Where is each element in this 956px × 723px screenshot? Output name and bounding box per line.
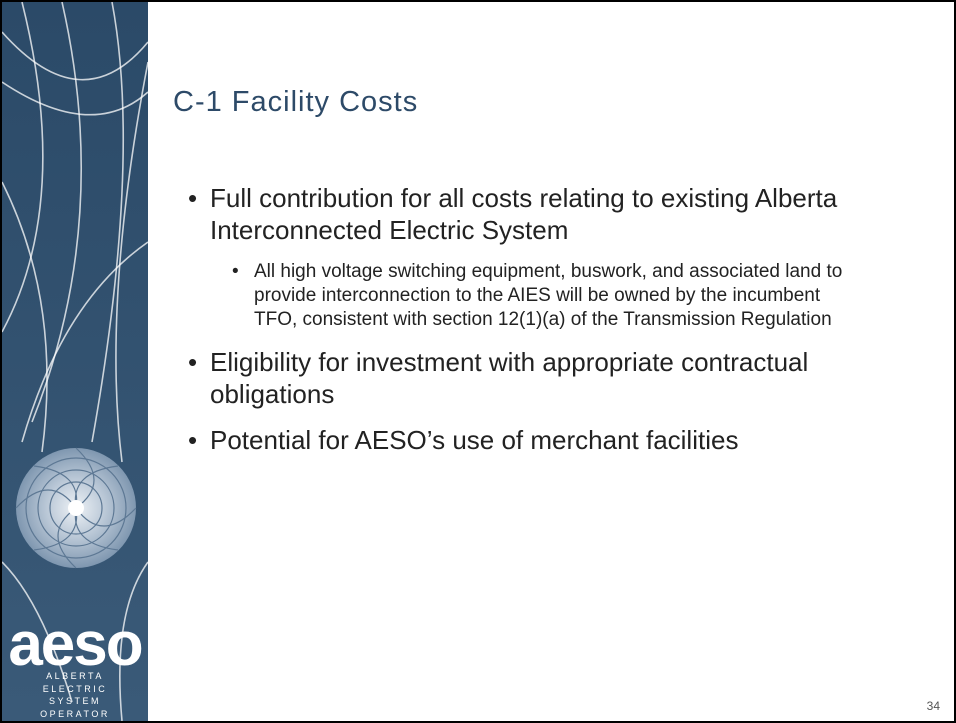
logo-name: aeso [8, 610, 143, 679]
logo-lines: ALBERTA ELECTRIC SYSTEM OPERATOR [2, 670, 148, 720]
slide-title: C-1 Facility Costs [173, 86, 419, 118]
sub-bullet: All high voltage switching equipment, bu… [232, 260, 864, 332]
bullet-text: Eligibility for investment with appropri… [210, 347, 809, 409]
logo-line: ELECTRIC [42, 683, 108, 694]
sub-list: All high voltage switching equipment, bu… [232, 260, 898, 332]
logo-line: OPERATOR [40, 708, 110, 719]
logo-line: SYSTEM [48, 696, 101, 706]
bullet: Potential for AESO’s use of merchant fac… [188, 424, 898, 456]
bullet-list: Full contribution for all costs relating… [188, 182, 898, 470]
bullet: Full contribution for all costs relating… [188, 182, 898, 332]
sidebar [2, 2, 148, 721]
bullet-text: Full contribution for all costs relating… [210, 183, 838, 245]
bullet-text: Potential for AESO’s use of merchant fac… [210, 425, 739, 455]
logo-line: ALBERTA [46, 671, 104, 681]
page-number: 34 [926, 699, 940, 713]
bullet: Eligibility for investment with appropri… [188, 346, 898, 410]
